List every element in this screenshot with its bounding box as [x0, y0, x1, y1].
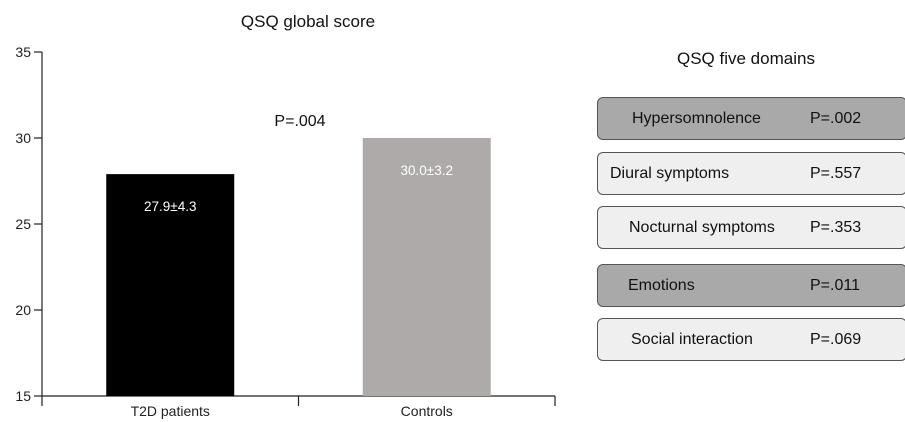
domain-p-value: P=.002	[810, 110, 862, 127]
bar	[106, 174, 235, 396]
y-axis: 15 20 25 30 35	[15, 44, 43, 404]
domain-p-value: P=.557	[810, 165, 862, 182]
domain-row: Nocturnal symptoms P=.353	[597, 206, 905, 249]
domain-row: Social interaction P=.069	[597, 318, 905, 361]
p-value-annotation: P=.004	[274, 113, 325, 130]
domain-row: Emotions P=.011	[597, 264, 905, 307]
domain-row: Diural symptoms P=.557	[597, 152, 905, 195]
domain-name: Emotions	[628, 277, 695, 294]
x-axis: T2D patients Controls	[41, 395, 556, 419]
chart-title: QSQ global score	[241, 12, 375, 31]
bars: 27.9±4.3 30.0±3.2	[106, 138, 491, 396]
bar	[362, 138, 491, 396]
y-tick-label: 25	[15, 216, 31, 232]
bar-data-label: 30.0±3.2	[401, 163, 453, 178]
domain-row: Hypersomnolence P=.002	[597, 97, 905, 140]
domain-name: Nocturnal symptoms	[629, 219, 775, 236]
x-tick-label: T2D patients	[131, 403, 210, 419]
y-tick-label: 35	[15, 44, 31, 60]
y-tick-label: 30	[15, 130, 31, 146]
domain-p-value: P=.069	[810, 331, 862, 348]
domains-title: QSQ five domains	[677, 49, 815, 68]
x-tick-label: Controls	[401, 403, 453, 419]
domain-p-value: P=.011	[810, 277, 860, 294]
global-score-chart: QSQ global score 15 20 25 30 35 T2D patients…	[15, 12, 556, 419]
bar-data-label: 27.9±4.3	[144, 199, 196, 214]
domain-name: Social interaction	[631, 331, 753, 348]
domain-name: Hypersomnolence	[632, 110, 761, 127]
y-tick-label: 20	[15, 302, 31, 318]
y-tick-label: 15	[15, 388, 31, 404]
domain-name: Diural symptoms	[610, 165, 730, 182]
domain-p-value: P=.353	[810, 219, 862, 236]
